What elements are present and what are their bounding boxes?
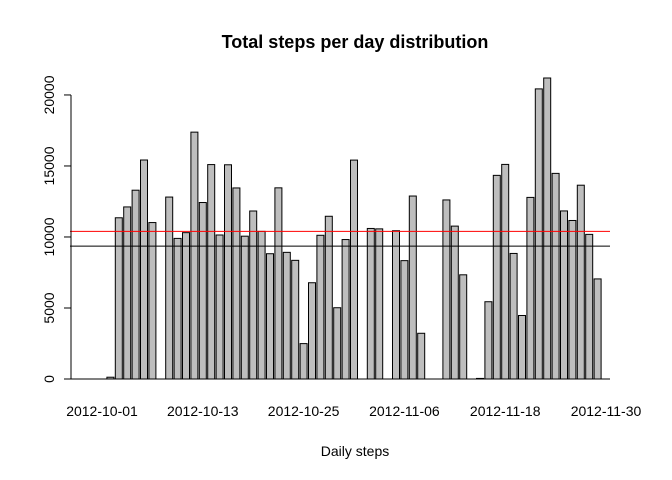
bar-2012-11-17	[492, 174, 501, 380]
bar-2012-10-22	[274, 187, 283, 380]
bar-2012-10-13	[198, 202, 207, 380]
bar-2012-11-11	[442, 199, 451, 380]
y-tick-label-0: 0	[41, 375, 57, 383]
bar-group	[70, 77, 610, 380]
y-tick-label-10000: 10000	[41, 217, 57, 256]
bar-2012-11-07	[408, 195, 417, 380]
x-tick-label-2012-11-30: 2012-11-30	[571, 403, 642, 419]
bar-2012-10-10	[173, 237, 182, 380]
x-tick-label-2012-11-06: 2012-11-06	[369, 403, 440, 419]
bar-2012-11-23	[543, 77, 552, 380]
bar-2012-11-05	[392, 230, 400, 380]
bar-2012-10-20	[257, 230, 266, 380]
bar-2012-10-06	[140, 159, 148, 380]
bar-2012-11-24	[551, 172, 560, 380]
bar-2012-10-31	[350, 159, 358, 380]
bar-2012-10-15	[215, 234, 224, 380]
bar-2012-11-03	[375, 228, 384, 380]
y-tick-label-20000: 20000	[41, 75, 57, 114]
bar-2012-11-13	[459, 274, 468, 380]
bar-2012-10-29	[333, 307, 342, 380]
bar-2012-10-18	[240, 235, 249, 380]
bar-2012-10-03	[114, 217, 123, 380]
bar-2012-10-26	[308, 282, 316, 380]
bar-2012-10-28	[324, 215, 333, 380]
x-tick-label-2012-10-13: 2012-10-13	[167, 403, 239, 419]
x-axis-label: Daily steps	[321, 443, 389, 459]
y-tick-label-5000: 5000	[41, 292, 57, 323]
bar-2012-10-04	[123, 206, 132, 380]
bar-2012-11-19	[509, 252, 518, 380]
bar-2012-10-23	[282, 251, 291, 380]
bar-2012-10-12	[190, 131, 199, 380]
bar-2012-10-25	[299, 343, 308, 380]
bar-2012-10-05	[131, 189, 140, 380]
bar-2012-10-19	[249, 210, 258, 380]
x-tick-label-2012-10-01: 2012-10-01	[66, 403, 138, 419]
x-tick-label-2012-11-18: 2012-11-18	[470, 403, 541, 419]
bar-2012-11-16	[484, 301, 493, 380]
bar-2012-10-27	[316, 234, 325, 380]
bar-2012-11-26	[568, 219, 577, 380]
reference-line-group	[70, 230, 610, 247]
bar-2012-10-09	[165, 196, 174, 380]
bar-2012-11-08	[417, 332, 426, 380]
x-axis: 2012-10-01 2012-10-13 2012-10-25 2012-11-06…	[66, 403, 641, 419]
bar-2012-11-02	[366, 227, 375, 380]
bar-2012-11-12	[450, 225, 459, 380]
bar-2012-11-18	[501, 163, 510, 380]
bar-2012-10-16	[224, 164, 232, 380]
bar-2012-11-21	[526, 196, 535, 380]
bar-2012-11-27	[576, 184, 585, 380]
bar-2012-10-24	[291, 259, 300, 380]
bar-2012-10-11	[182, 232, 190, 380]
x-tick-label-2012-10-25: 2012-10-25	[268, 403, 340, 419]
bar-2012-10-30	[341, 239, 350, 380]
bar-2012-10-21	[266, 253, 274, 380]
bar-2012-10-17	[232, 187, 241, 380]
bar-2012-11-28	[585, 233, 594, 380]
bar-2012-11-20	[518, 314, 526, 380]
y-tick-label-15000: 15000	[41, 146, 57, 185]
y-axis: 0 5000 10000 15000 20000	[41, 75, 72, 383]
bar-2012-10-14	[207, 164, 216, 380]
bar-2012-11-06	[400, 260, 409, 380]
bar-2012-11-22	[534, 88, 543, 380]
chart-title: Total steps per day distribution	[222, 32, 489, 52]
bar-2012-11-25	[560, 210, 568, 380]
bar-2012-11-29	[593, 278, 602, 380]
